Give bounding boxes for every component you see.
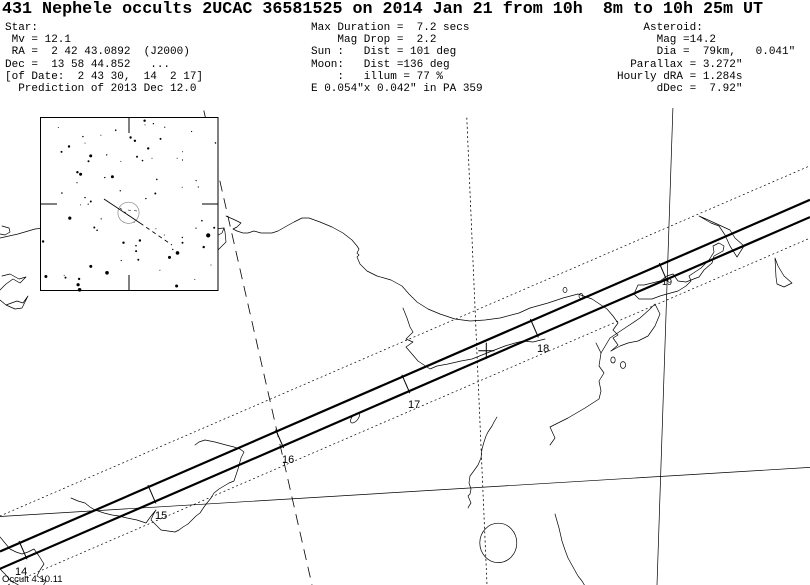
svg-text:19: 19 — [662, 277, 672, 287]
svg-text:15: 15 — [155, 510, 167, 522]
svg-text:17: 17 — [408, 399, 420, 411]
svg-text:16: 16 — [282, 454, 294, 466]
svg-text:Occult 4.10.11: Occult 4.10.11 — [2, 574, 63, 585]
svg-text:18: 18 — [537, 343, 549, 355]
